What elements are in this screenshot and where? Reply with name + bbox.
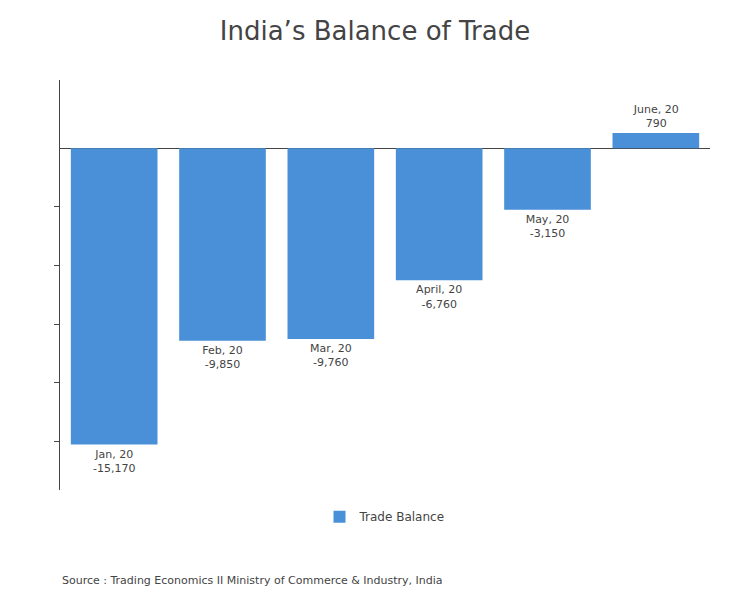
svg-text:April, 20-6,760: April, 20-6,760 (416, 283, 462, 310)
svg-text:Trade Balance: Trade Balance (359, 510, 445, 524)
svg-text:India’s Balance of Trade: India’s Balance of Trade (220, 16, 530, 46)
svg-text:May, 20-3,150: May, 20-3,150 (526, 213, 570, 240)
svg-text:Source : Trading Economics II: Source : Trading Economics II Ministry o… (62, 574, 443, 587)
svg-text:June, 20790: June, 20790 (633, 103, 679, 130)
svg-text:Mar, 20-9,760: Mar, 20-9,760 (310, 342, 352, 369)
svg-text:Feb, 20-9,850: Feb, 20-9,850 (202, 344, 242, 371)
svg-text:Jan, 20-15,170: Jan, 20-15,170 (93, 448, 135, 475)
